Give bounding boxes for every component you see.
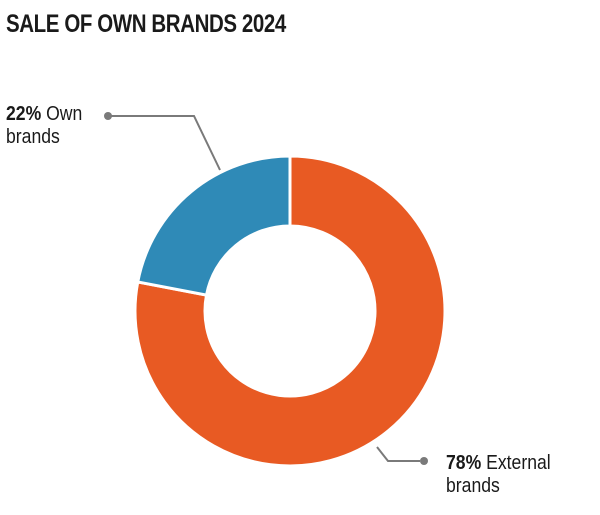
label-external-brands: 78% External brands: [446, 452, 551, 498]
slice-own-brands: [135, 154, 292, 297]
leader-dot-ext: [420, 457, 428, 465]
label-ext-text2: brands: [446, 475, 500, 497]
chart-title: SALE OF OWN BRANDS 2024: [6, 10, 286, 38]
slice-external-brands: [133, 154, 447, 468]
leader-dot-own: [104, 112, 112, 120]
leader-line-own: [108, 115, 221, 171]
label-ext-text1: External: [486, 452, 551, 474]
label-own-text1: Own: [46, 103, 83, 125]
label-ext-pct: 78%: [446, 452, 482, 474]
label-own-pct: 22%: [6, 103, 42, 125]
label-own-brands: 22% Own brands: [6, 103, 82, 149]
label-own-text2: brands: [6, 126, 60, 148]
leader-line-ext: [376, 446, 420, 462]
